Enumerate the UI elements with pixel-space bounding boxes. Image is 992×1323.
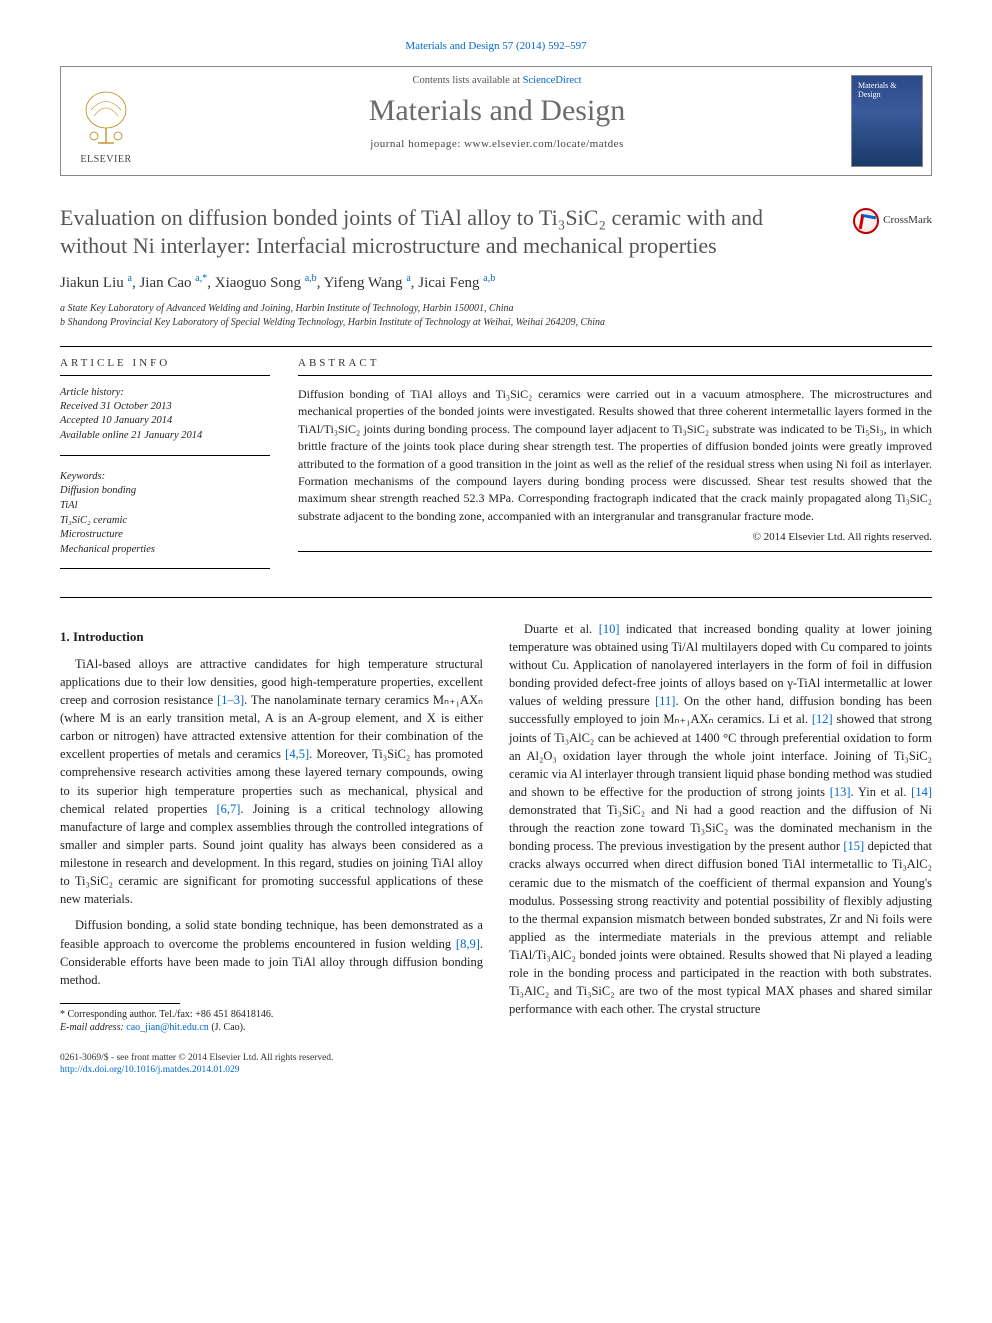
article-info-head: ARTICLE INFO (60, 357, 270, 369)
crossmark-icon (853, 208, 879, 234)
keyword: TiAl (60, 499, 270, 514)
contents-prefix: Contents lists available at (412, 75, 522, 86)
elsevier-tree-icon (76, 88, 136, 148)
history-label: Article history: (60, 386, 270, 400)
journal-homepage: journal homepage: www.elsevier.com/locat… (155, 138, 839, 150)
citation-link[interactable]: [13] (830, 785, 851, 799)
doi-link[interactable]: http://dx.doi.org/10.1016/j.matdes.2014.… (60, 1065, 240, 1075)
section-heading-intro: 1. Introduction (60, 628, 483, 647)
rule-bottom (60, 597, 932, 598)
journal-cover-thumb (851, 75, 923, 167)
journal-name: Materials and Design (155, 94, 839, 128)
sciencedirect-link[interactable]: ScienceDirect (523, 75, 582, 86)
citation-link[interactable]: [14] (911, 785, 932, 799)
citation-link[interactable]: [15] (843, 839, 864, 853)
intro-para-1: TiAl-based alloys are attractive candida… (60, 655, 483, 909)
journal-header: ELSEVIER Contents lists available at Sci… (60, 66, 932, 176)
keyword: Mechanical properties (60, 543, 270, 558)
citation-link[interactable]: [12] (812, 712, 833, 726)
keywords-rule (60, 455, 270, 456)
homepage-prefix: journal homepage: (370, 138, 464, 150)
homepage-url[interactable]: www.elsevier.com/locate/matdes (464, 138, 624, 150)
history-online: Available online 21 January 2014 (60, 429, 270, 443)
keyword: Microstructure (60, 528, 270, 543)
email-label: E-mail address: (60, 1022, 124, 1033)
corr-email-link[interactable]: cao_jian@hit.edu.cn (126, 1022, 209, 1033)
front-matter-line: 0261-3069/$ - see front matter © 2014 El… (60, 1052, 932, 1064)
info-rule (60, 375, 270, 376)
footer-block: 0261-3069/$ - see front matter © 2014 El… (60, 1052, 932, 1077)
article-history: Article history: Received 31 October 201… (60, 386, 270, 443)
copyright-line: © 2014 Elsevier Ltd. All rights reserved… (298, 531, 932, 543)
corr-author-line: * Corresponding author. Tel./fax: +86 45… (60, 1008, 483, 1021)
keywords-bottom-rule (60, 568, 270, 569)
citation-link[interactable]: [1–3] (217, 693, 244, 707)
contents-available-line: Contents lists available at ScienceDirec… (155, 75, 839, 86)
footnote-rule (60, 1003, 180, 1004)
corresponding-footnote: * Corresponding author. Tel./fax: +86 45… (60, 1008, 483, 1034)
affiliation-b: b Shandong Provincial Key Laboratory of … (60, 316, 932, 330)
affiliations: a State Key Laboratory of Advanced Weldi… (60, 302, 932, 330)
abstract-rule (298, 375, 932, 376)
history-accepted: Accepted 10 January 2014 (60, 414, 270, 428)
abstract-bottom-rule (298, 551, 932, 552)
authors-line: Jiakun Liu a, Jian Cao a,*, Xiaoguo Song… (60, 273, 932, 292)
citation-link[interactable]: [4,5] (285, 747, 309, 761)
intro-para-3: Duarte et al. [10] indicated that increa… (509, 620, 932, 1019)
citation-link[interactable]: [11] (655, 694, 675, 708)
crossmark-label: CrossMark (883, 214, 932, 228)
history-received: Received 31 October 2013 (60, 400, 270, 414)
rule-top (60, 346, 932, 347)
keywords-label: Keywords: (60, 470, 270, 485)
abstract-head: ABSTRACT (298, 357, 932, 369)
article-title: Evaluation on diffusion bonded joints of… (60, 204, 932, 259)
affiliation-a: a State Key Laboratory of Advanced Weldi… (60, 302, 932, 316)
publisher-logo-cell: ELSEVIER (61, 67, 151, 175)
email-who: (J. Cao). (211, 1022, 245, 1033)
crossmark-badge[interactable]: CrossMark (853, 208, 932, 234)
intro-para-2: Diffusion bonding, a solid state bonding… (60, 916, 483, 989)
abstract-text: Diffusion bonding of TiAl alloys and Ti₃… (298, 386, 932, 525)
keyword: Ti₃SiC₂ ceramic (60, 514, 270, 529)
publisher-label: ELSEVIER (76, 154, 136, 165)
citation-link[interactable]: [10] (599, 622, 620, 636)
keywords-block: Keywords: Diffusion bonding TiAl Ti₃SiC₂… (60, 470, 270, 558)
citation-link[interactable]: [8,9] (456, 937, 480, 951)
citation-line: Materials and Design 57 (2014) 592–597 (60, 40, 932, 52)
citation-link[interactable]: [6,7] (216, 802, 240, 816)
body-columns: 1. Introduction TiAl-based alloys are at… (60, 620, 932, 1034)
keyword: Diffusion bonding (60, 484, 270, 499)
article-title-text: Evaluation on diffusion bonded joints of… (60, 205, 763, 258)
